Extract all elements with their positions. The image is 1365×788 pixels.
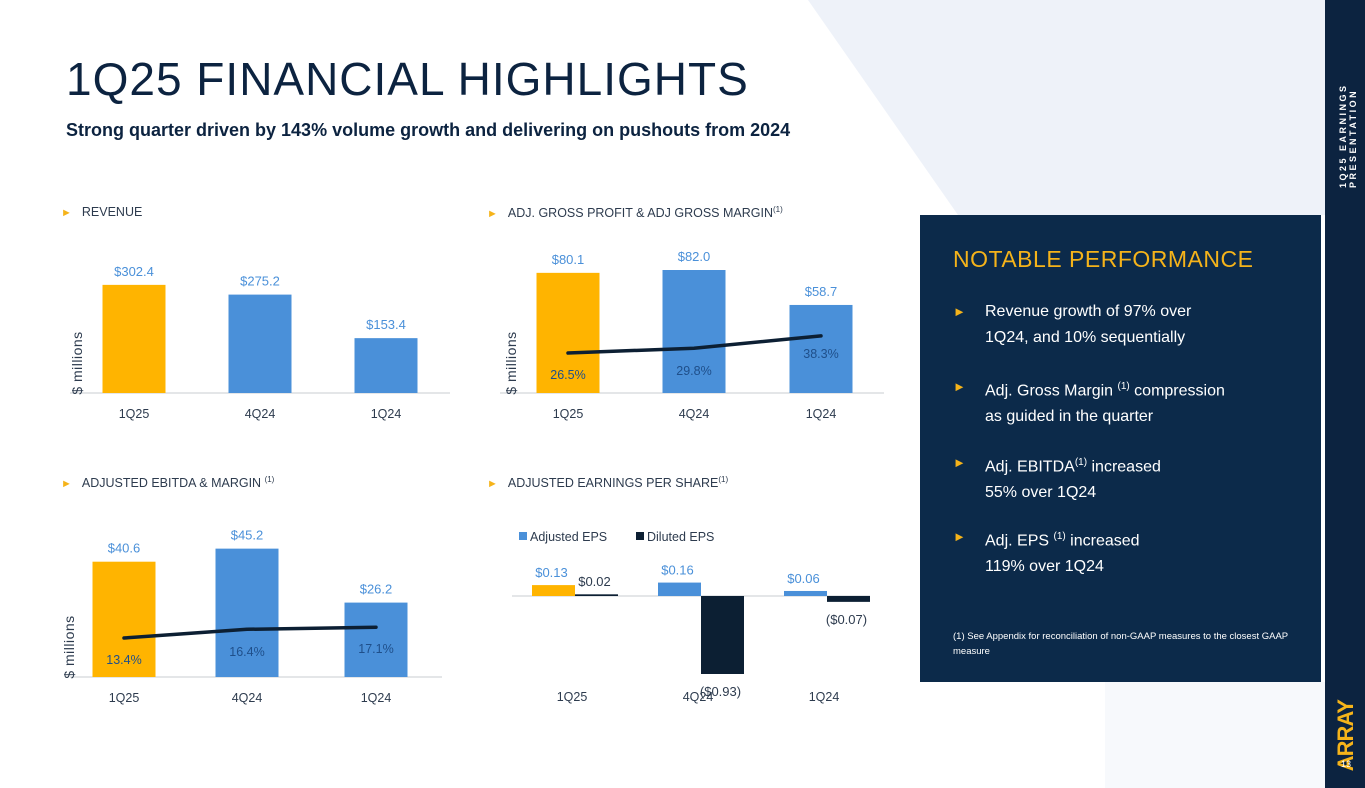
footnote: (1) See Appendix for reconciliation of n…: [953, 631, 1288, 657]
arrow-right-icon: ►: [953, 379, 966, 394]
bar-1Q24: [354, 338, 418, 393]
x-tick-label: 1Q24: [361, 691, 392, 705]
x-tick-label: 4Q24: [683, 690, 714, 704]
gross-panel-label: ► ADJ. GROSS PROFIT & ADJ GROSS MARGIN(1): [487, 205, 783, 221]
margin-label: 17.1%: [358, 642, 393, 656]
legend-swatch-1: [636, 532, 644, 540]
bar-value-label: $153.4: [366, 317, 406, 332]
gross-profit-chart: $ millions $80.1 1Q25 26.5% $82.0 4Q24 29.8% $5…: [500, 249, 884, 421]
margin-line: [566, 334, 823, 355]
margin-label: 16.4%: [229, 645, 264, 659]
diluted-eps-label: ($0.07): [826, 612, 867, 627]
x-tick-label: 4Q24: [679, 407, 710, 421]
legend-swatch-0: [519, 532, 527, 540]
margin-label: 13.4%: [106, 653, 141, 667]
bar-4Q24: [228, 294, 292, 393]
bar-value-label: $80.1: [552, 252, 585, 267]
bar-diluted-eps-1Q25: [575, 594, 618, 596]
margin-label: 26.5%: [550, 368, 585, 382]
page-subtitle: Strong quarter driven by 143% volume gro…: [66, 120, 791, 140]
x-tick-label: 1Q25: [119, 407, 150, 421]
y-axis-label: $ millions: [503, 331, 519, 394]
notable-performance-panel: NOTABLE PERFORMANCE ► Revenue growth of …: [920, 215, 1321, 682]
x-tick-label: 1Q25: [553, 407, 584, 421]
bar-4Q24: [662, 270, 726, 393]
bar-1Q24: [344, 602, 408, 677]
bar-diluted-eps-1Q24: [827, 596, 870, 602]
x-tick-label: 1Q24: [371, 407, 402, 421]
margin-label: 38.3%: [803, 347, 838, 361]
page-title: 1Q25 FINANCIAL HIGHLIGHTS: [66, 53, 749, 105]
bar-1Q25: [92, 561, 156, 677]
y-axis-label: $ millions: [69, 331, 85, 394]
revenue-panel-label: ► REVENUE: [61, 205, 143, 219]
bar-1Q25: [536, 272, 600, 393]
bar-value-label: $82.0: [678, 249, 711, 264]
x-tick-label: 1Q25: [109, 691, 140, 705]
background-shape: [808, 0, 1325, 215]
adjusted-eps-label: $0.06: [787, 571, 820, 586]
bar-4Q24: [215, 548, 279, 677]
arrow-right-icon: ►: [953, 529, 966, 544]
arrow-right-icon: ►: [61, 478, 72, 491]
eps-panel-label: ► ADJUSTED EARNINGS PER SHARE(1): [487, 475, 729, 491]
bar-diluted-eps-4Q24: [701, 596, 744, 674]
arrow-right-icon: ►: [487, 208, 498, 221]
eps-chart: Adjusted EPS Diluted EPS $0.13 $0.02 1Q25 $0.…: [512, 530, 870, 704]
legend-label-1: Diluted EPS: [647, 530, 714, 544]
right-sidebar: [1325, 0, 1365, 788]
bar-value-label: $302.4: [114, 264, 154, 279]
bar-value-label: $26.2: [360, 582, 393, 597]
bar-value-label: $58.7: [805, 284, 838, 299]
notable-title: NOTABLE PERFORMANCE: [953, 246, 1254, 272]
bar-value-label: $45.2: [231, 528, 264, 543]
arrow-right-icon: ►: [953, 455, 966, 470]
bar-adjusted-eps-1Q25: [532, 585, 575, 596]
x-tick-label: 1Q24: [809, 690, 840, 704]
bar-1Q24: [789, 304, 853, 393]
x-tick-label: 1Q24: [806, 407, 837, 421]
bar-1Q25: [102, 284, 166, 393]
bar-adjusted-eps-1Q24: [784, 590, 827, 596]
margin-line: [122, 625, 378, 640]
bar-value-label: $40.6: [108, 541, 141, 556]
x-tick-label: 4Q24: [245, 407, 276, 421]
page-number: 13: [1340, 759, 1351, 769]
arrow-right-icon: ►: [953, 304, 966, 319]
margin-label: 29.8%: [676, 364, 711, 378]
diluted-eps-label: $0.02: [578, 574, 611, 589]
adjusted-eps-label: $0.13: [535, 565, 568, 580]
x-tick-label: 1Q25: [557, 690, 588, 704]
ebitda-panel-label: ► ADJUSTED EBITDA & MARGIN (1): [61, 475, 275, 491]
ebitda-chart: $ millions $40.6 1Q25 13.4% $45.2 4Q24 16.4% $2…: [61, 528, 442, 705]
arrow-right-icon: ►: [487, 478, 498, 491]
bar-value-label: $275.2: [240, 274, 280, 289]
arrow-right-icon: ►: [61, 207, 72, 219]
x-tick-label: 4Q24: [232, 691, 263, 705]
adjusted-eps-label: $0.16: [661, 563, 694, 578]
legend-label-0: Adjusted EPS: [530, 530, 607, 544]
sidebar-presentation-label: 1Q25 EARNINGS PRESENTATION: [1338, 83, 1358, 188]
diluted-eps-label: ($0.93): [700, 684, 741, 699]
bar-adjusted-eps-4Q24: [658, 582, 701, 596]
y-axis-label: $ millions: [61, 615, 77, 678]
revenue-chart: $ millions $302.4 1Q25 $275.2 4Q24 $153.4 1Q24: [69, 264, 450, 421]
